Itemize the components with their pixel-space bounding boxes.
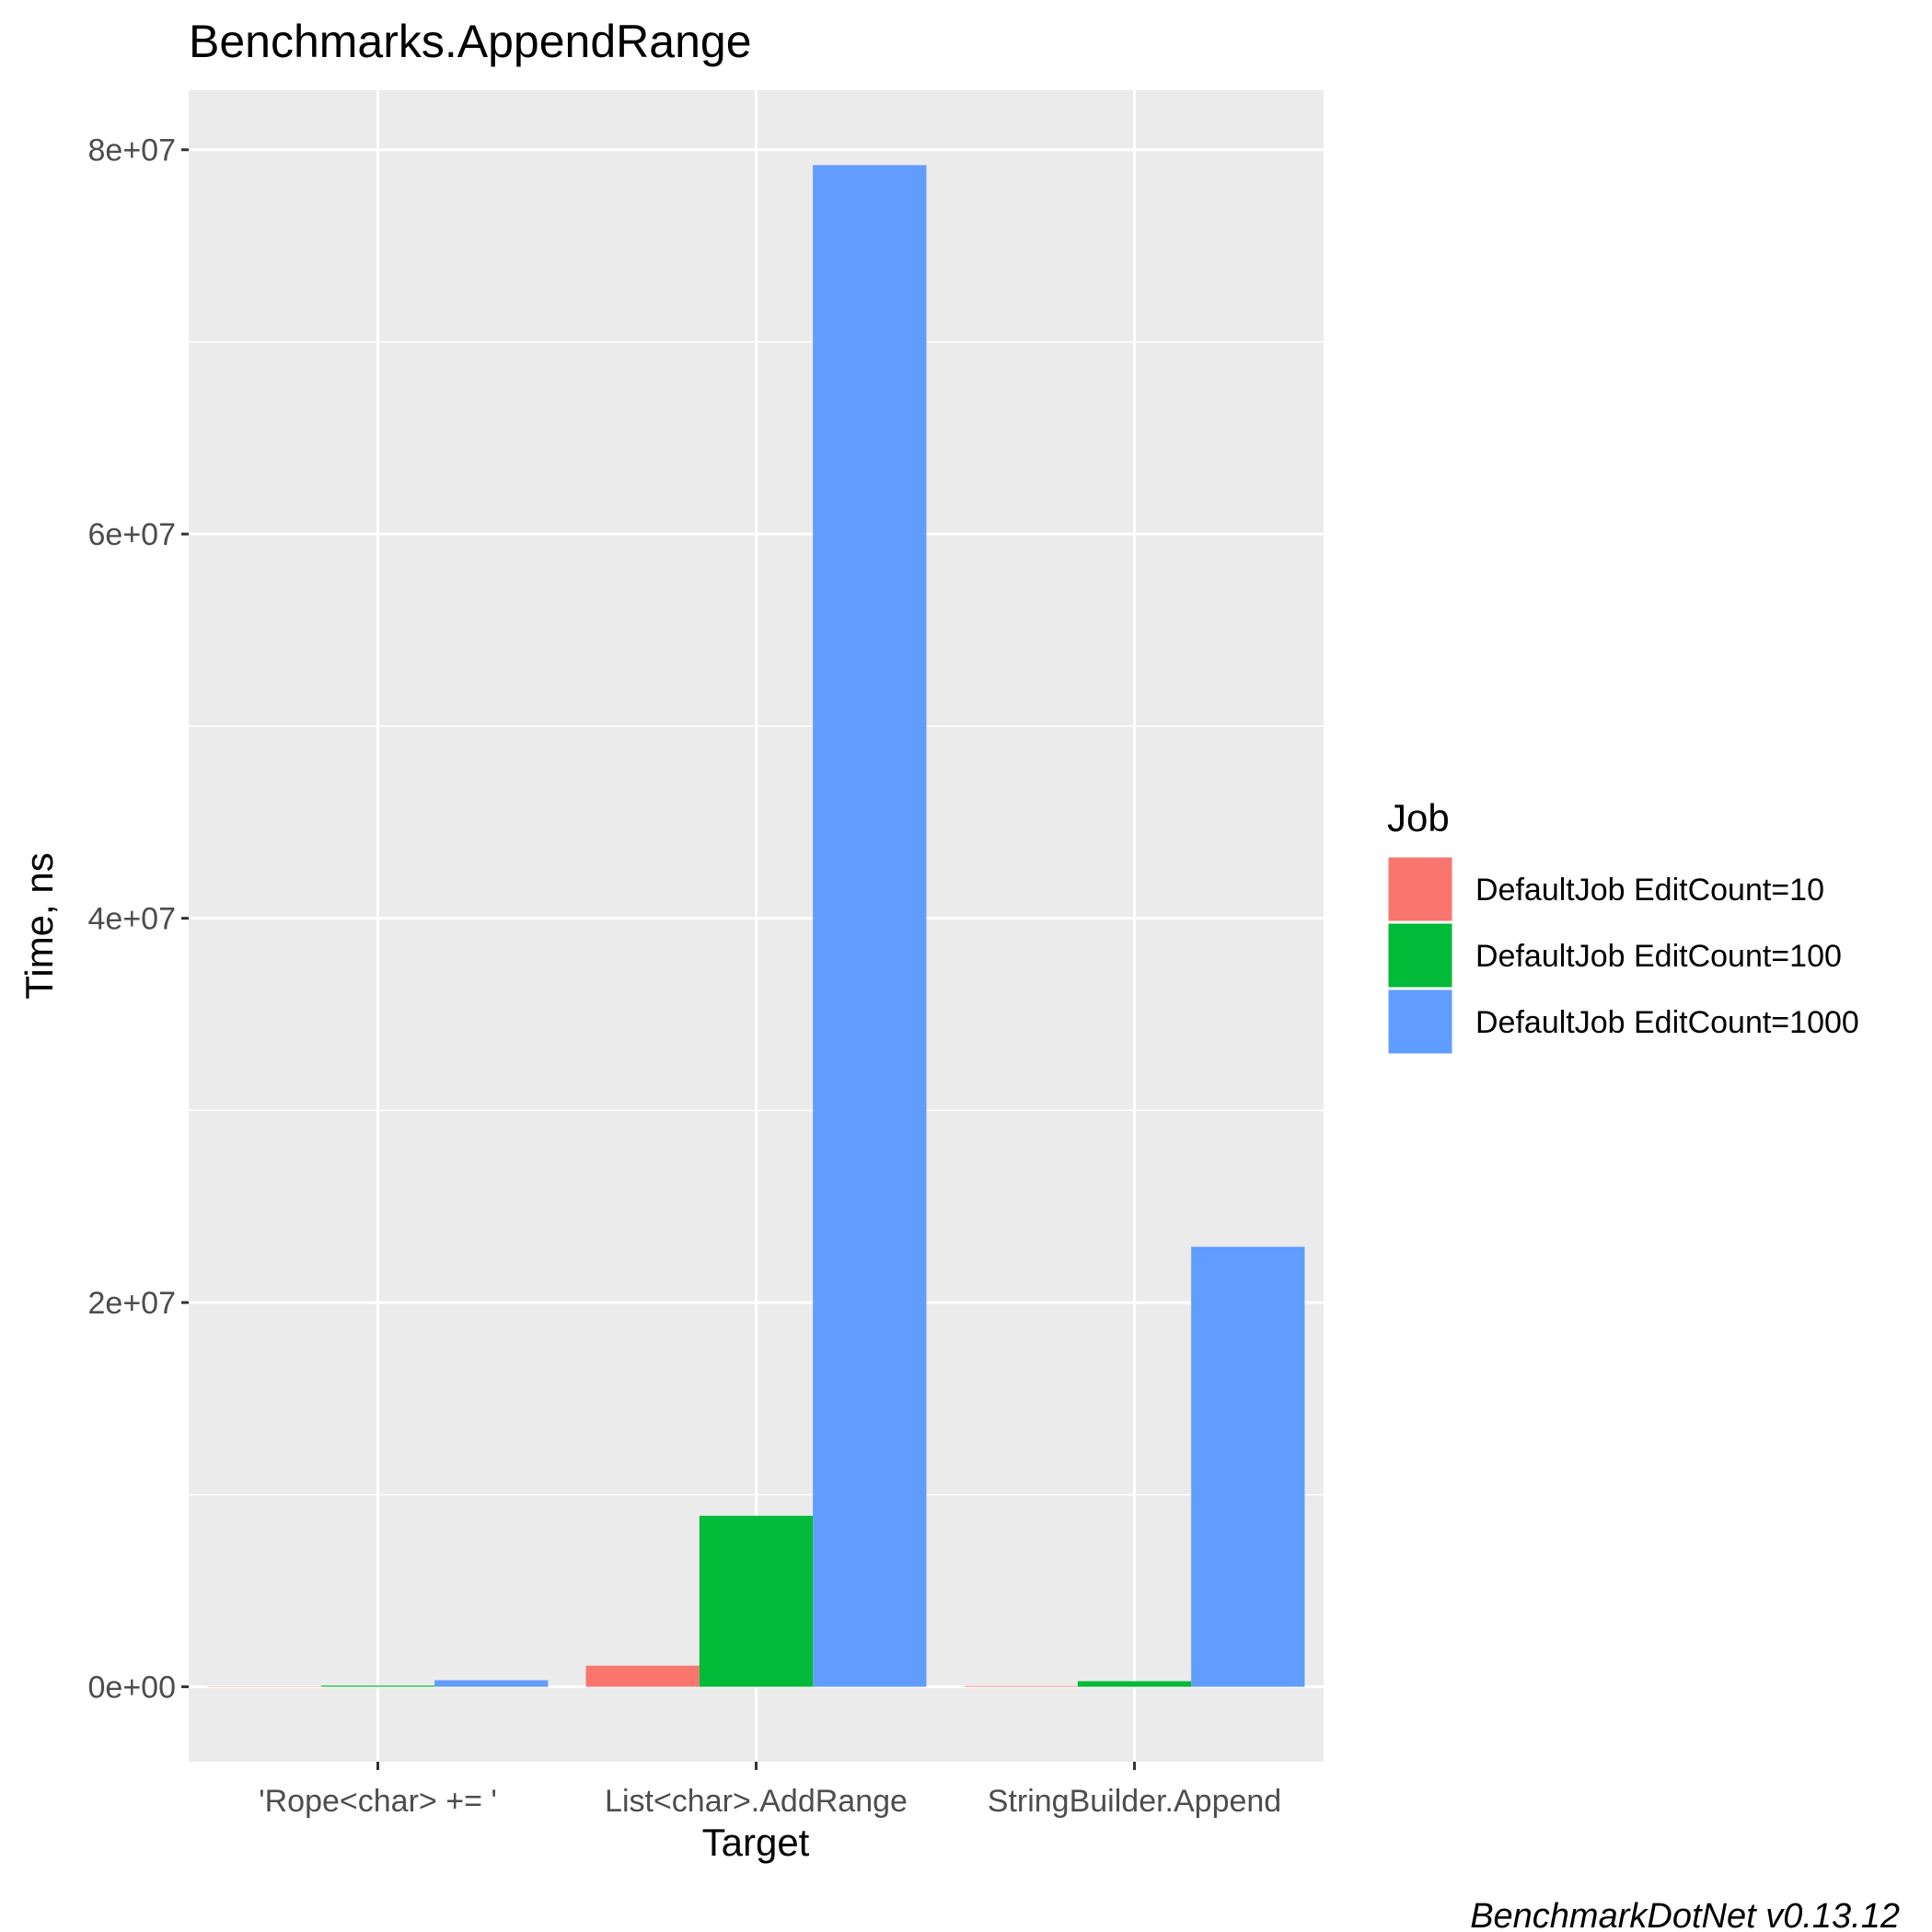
- legend-label: DefaultJob EditCount=1000: [1475, 1005, 1859, 1040]
- legend-key: [1385, 920, 1455, 990]
- chart-title: Benchmarks.AppendRange: [189, 16, 752, 67]
- y-axis-title: Time, ns: [17, 852, 61, 999]
- bar: [585, 1665, 700, 1687]
- x-axis: 'Rope<char> += ' List<char>.AddRange Strin…: [259, 1762, 1281, 1819]
- bar: [320, 1685, 435, 1687]
- legend-label: DefaultJob EditCount=10: [1475, 873, 1824, 908]
- bars: [207, 165, 1305, 1687]
- bar: [434, 1680, 549, 1687]
- bar: [1191, 1246, 1305, 1687]
- bar: [964, 1685, 1078, 1687]
- legend-key: [1385, 854, 1455, 924]
- bar: [1077, 1681, 1192, 1687]
- legend-key: [1385, 987, 1455, 1057]
- bar: [699, 1515, 814, 1687]
- y-tick-label: 2e+07: [88, 1286, 177, 1321]
- legend-label: DefaultJob EditCount=100: [1475, 939, 1842, 974]
- y-tick-label: 0e+00: [88, 1671, 177, 1706]
- x-tick-label: StringBuilder.Append: [988, 1784, 1281, 1819]
- y-tick-label: 8e+07: [88, 133, 177, 168]
- bar: [813, 165, 927, 1687]
- x-axis-title: Target: [702, 1821, 810, 1864]
- legend-title: Job: [1387, 796, 1450, 839]
- y-axis: 0e+00 2e+07 4e+07 6e+07 8e+07: [88, 133, 189, 1706]
- x-tick-label: List<char>.AddRange: [605, 1784, 908, 1819]
- x-tick-label: 'Rope<char> += ': [259, 1784, 497, 1819]
- y-tick-label: 4e+07: [88, 902, 177, 937]
- caption: BenchmarkDotNet v0.13.12: [1470, 1897, 1900, 1932]
- y-tick-label: 6e+07: [88, 517, 177, 552]
- grid-lines: [189, 90, 1324, 1762]
- legend: DefaultJob EditCount=10 DefaultJob EditCo…: [1385, 854, 1859, 1057]
